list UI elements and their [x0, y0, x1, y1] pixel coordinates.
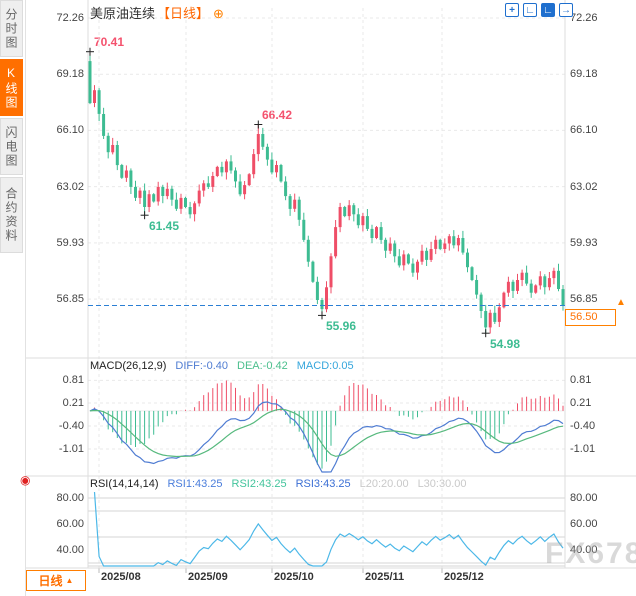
macd-header: MACD(26,12,9) DIFF:-0.40 DEA:-0.42 MACD:0.0…: [90, 360, 363, 372]
current-price-badge: 56.50: [565, 309, 616, 326]
macd-axis-label-left: -0.40: [58, 420, 84, 432]
rsi2-value: RSI2:43.25: [231, 478, 287, 490]
price-annotation-66-42: 66.42: [262, 108, 293, 122]
rsi-title: RSI(14,14,14): [90, 478, 159, 490]
macd-axis-label-right: 0.81: [570, 374, 592, 386]
time-axis-date-label: 2025/11: [365, 571, 405, 583]
price-axis-label-left: 69.18: [56, 68, 84, 80]
price-axis-label-left: 56.85: [56, 293, 84, 305]
macd-dea-value: DEA:-0.42: [237, 360, 288, 372]
chart-type-sidebar: 分时图 K线图 闪电图 合约资料: [0, 0, 26, 596]
rsi-axis-label-left: 40.00: [56, 544, 84, 556]
symbol-name: 美原油连续: [90, 6, 156, 21]
rsi-header: RSI(14,14,14) RSI1:43.25 RSI2:43.25 RSI3:43…: [90, 478, 476, 490]
chart-title: 美原油连续 【日线】 ⊕: [90, 3, 224, 22]
sidebar-item-kline-chart[interactable]: K线图: [0, 59, 23, 116]
price-annotation-54-98: 54.98: [490, 337, 521, 351]
price-axis-label-left: 72.26: [56, 12, 84, 24]
price-axis-label-left: 63.02: [56, 181, 84, 193]
macd-axis-label-left: -1.01: [58, 443, 84, 455]
exit-chart-icon[interactable]: →: [559, 3, 573, 17]
crosshair-icon[interactable]: +: [505, 3, 519, 17]
axis-scale-icon[interactable]: ∟: [541, 3, 555, 17]
period-tab-daily[interactable]: 日线 ▲: [26, 570, 86, 591]
rsi-l20-value: L20:20.00: [359, 478, 409, 490]
sidebar-item-contract-info[interactable]: 合约资料: [0, 177, 23, 253]
price-axis-label-right: 66.10: [570, 124, 598, 136]
rsi1-value: RSI1:43.25: [167, 478, 223, 490]
price-axis-label-right: 69.18: [570, 68, 598, 80]
price-axis-label-right: 72.26: [570, 12, 598, 24]
price-axis-label-right: 63.02: [570, 181, 598, 193]
price-annotation-61-45: 61.45: [149, 219, 180, 233]
rsi3-value: RSI3:43.25: [295, 478, 351, 490]
macd-axis-label-right: -0.40: [570, 420, 596, 432]
macd-axis-label-left: 0.81: [62, 374, 84, 386]
macd-title: MACD(26,12,9): [90, 360, 167, 372]
macd-macd-value: MACD:0.05: [296, 360, 354, 372]
period-tab-label: 日线: [38, 574, 63, 588]
time-axis-date-label: 2025/12: [444, 571, 484, 583]
indicator-sun-icon[interactable]: ◉: [20, 473, 31, 487]
axis-zoom-icon[interactable]: ∟: [523, 3, 537, 17]
price-annotation-70-41: 70.41: [94, 35, 125, 49]
rsi-axis-label-left: 80.00: [56, 492, 84, 504]
macd-axis-label-left: 0.21: [62, 397, 84, 409]
macd-diff-value: DIFF:-0.40: [175, 360, 228, 372]
time-axis-date-label: 2025/10: [274, 571, 314, 583]
period-tab-arrow-icon: ▲: [65, 576, 74, 585]
time-axis-date-label: 2025/09: [188, 571, 228, 583]
rsi-l30-value: L30:30.00: [417, 478, 467, 490]
price-annotation-55-96: 55.96: [326, 319, 357, 333]
price-axis-label-left: 59.93: [56, 237, 84, 249]
rsi-axis-label-right: 60.00: [570, 518, 598, 530]
rsi-axis-label-right: 40.00: [570, 544, 598, 556]
sidebar-item-timeshare-chart[interactable]: 分时图: [0, 0, 23, 57]
macd-axis-label-right: 0.21: [570, 397, 592, 409]
rsi-axis-label-right: 80.00: [570, 492, 598, 504]
add-indicator-icon[interactable]: ⊕: [213, 6, 224, 21]
price-axis-label-left: 66.10: [56, 124, 84, 136]
rsi-axis-label-left: 60.00: [56, 518, 84, 530]
time-axis-date-label: 2025/08: [101, 571, 141, 583]
chart-toolbar: + ∟ ∟ →: [505, 3, 573, 17]
price-axis-label-right: 56.85: [570, 293, 598, 305]
sidebar-item-lightning-chart[interactable]: 闪电图: [0, 118, 23, 175]
macd-axis-label-right: -1.01: [570, 443, 596, 455]
period-tag: 【日线】: [157, 6, 210, 21]
price-axis-label-right: 59.93: [570, 237, 598, 249]
price-up-arrow-icon: ▲: [616, 297, 626, 308]
